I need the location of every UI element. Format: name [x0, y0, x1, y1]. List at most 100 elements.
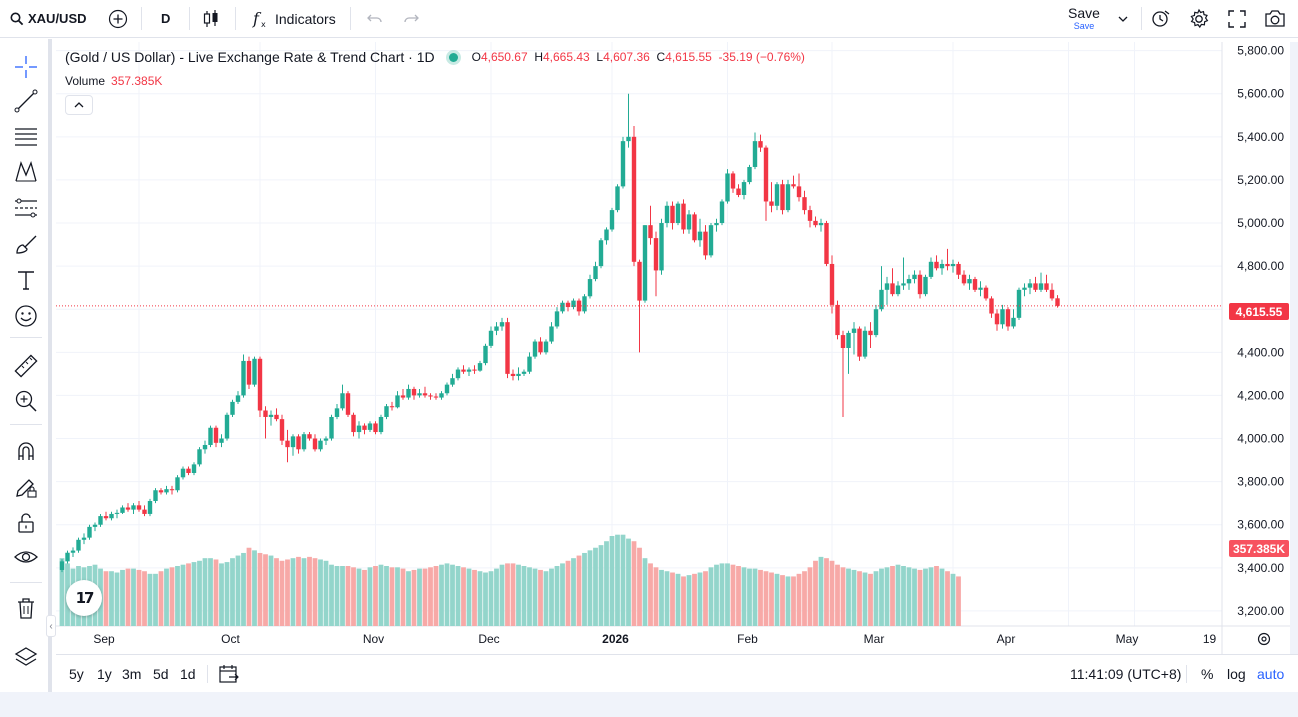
volume-bar	[318, 559, 323, 626]
camera-icon	[1265, 9, 1285, 27]
volume-bar	[670, 572, 675, 626]
candle-body	[527, 356, 532, 372]
settings-button[interactable]	[1188, 0, 1210, 37]
candle-body	[851, 328, 857, 333]
crosshair-tool[interactable]	[12, 53, 40, 81]
brush-tool[interactable]	[12, 230, 40, 258]
percent-toggle[interactable]: %	[1201, 666, 1214, 682]
candle-body	[186, 468, 191, 473]
interval-button[interactable]: D	[161, 11, 171, 26]
trend-line-tool[interactable]	[12, 87, 40, 115]
compare-button[interactable]	[108, 0, 128, 37]
volume-bar	[835, 564, 840, 626]
candle-body	[65, 552, 70, 562]
range-5y[interactable]: 5y	[69, 666, 84, 682]
volume-bar	[868, 573, 873, 626]
volume-bar	[329, 564, 334, 626]
crosshair-icon	[15, 56, 37, 78]
goto-date-button[interactable]	[218, 655, 240, 693]
candle-body	[752, 141, 758, 167]
candle-body	[279, 419, 285, 441]
projection-tool[interactable]	[12, 194, 40, 222]
scroll-left-button[interactable]: ‹	[46, 615, 56, 637]
candle-body	[719, 201, 725, 224]
candle-body	[730, 173, 736, 189]
candle-body	[252, 358, 257, 385]
log-toggle[interactable]: log	[1227, 666, 1246, 682]
volume-bar	[367, 567, 373, 626]
collapse-legend-button[interactable]	[65, 95, 93, 115]
snapshot-button[interactable]	[1263, 0, 1287, 37]
candle-body	[917, 274, 923, 295]
range-1d[interactable]: 1d	[180, 666, 196, 682]
axis-settings-icon	[1257, 632, 1271, 646]
volume-bar	[400, 568, 406, 626]
axis-settings-icon	[1261, 636, 1267, 642]
symbol-search[interactable]: XAU/USD	[10, 0, 87, 37]
volume-bar	[598, 545, 604, 626]
object-tree-tool[interactable]	[12, 643, 40, 671]
text-tool[interactable]	[12, 266, 40, 294]
emoji-tool[interactable]	[12, 302, 40, 330]
measure-tool[interactable]	[12, 352, 40, 380]
xabcd-pattern-icon	[15, 161, 37, 182]
save-menu-button[interactable]	[1118, 0, 1128, 37]
zoom-tool[interactable]	[12, 387, 40, 415]
volume-bar	[180, 564, 186, 626]
volume-bar	[241, 552, 246, 626]
candle-body	[472, 369, 477, 371]
search-icon	[10, 12, 24, 25]
candle-body	[230, 401, 235, 415]
candle-body	[659, 223, 664, 271]
candle-body	[521, 371, 527, 374]
candle-body	[378, 416, 384, 433]
hide-drawings-tool[interactable]	[12, 543, 40, 571]
candle-body	[351, 414, 356, 433]
volume-bar	[873, 571, 879, 626]
volume-bar	[642, 558, 648, 626]
time-axis-label: Sep	[93, 632, 115, 646]
undo-button[interactable]	[366, 0, 384, 37]
candle-body	[373, 423, 378, 433]
pattern-tool[interactable]	[12, 158, 40, 186]
redo-button[interactable]	[402, 0, 420, 37]
fullscreen-button[interactable]	[1227, 0, 1247, 37]
volume-bar	[813, 560, 818, 626]
tradingview-logo[interactable]: 17	[66, 580, 102, 616]
candle-body	[994, 313, 1000, 325]
volume-bar	[499, 564, 505, 626]
candle-body	[114, 512, 120, 514]
lock-all-tool[interactable]	[12, 509, 40, 537]
volume-bar	[494, 568, 499, 626]
lock-drawing-tool[interactable]	[12, 473, 40, 501]
chart-type-button[interactable]	[202, 0, 220, 37]
volume-bar	[235, 555, 241, 626]
price-chart[interactable]: 5,800.00 5,600.00 5,400.00 5,200.00 5,000.00…	[56, 42, 1290, 654]
volume-bar	[230, 558, 235, 626]
range-3m[interactable]: 3m	[122, 666, 142, 682]
range-5d[interactable]: 5d	[153, 666, 169, 682]
candle-body	[312, 438, 318, 450]
fib-tool[interactable]	[12, 123, 40, 151]
clock-timezone[interactable]: 11:41:09 (UTC+8)	[1070, 666, 1182, 682]
volume-bar	[719, 563, 725, 626]
candle-body	[549, 326, 554, 342]
auto-toggle[interactable]: auto	[1257, 666, 1285, 682]
candle-body	[131, 505, 136, 510]
range-1y[interactable]: 1y	[97, 666, 112, 682]
candle-body	[626, 136, 631, 142]
volume-bar	[422, 568, 428, 626]
volume-bar	[351, 567, 356, 626]
candle-body	[191, 464, 197, 473]
candle-body	[642, 225, 648, 301]
candle-body	[169, 489, 175, 491]
undo-icon	[367, 14, 382, 22]
candle-body	[983, 287, 989, 299]
remove-drawings-tool[interactable]	[12, 594, 40, 622]
magnet-tool[interactable]	[12, 437, 40, 465]
volume-bar	[604, 541, 609, 626]
candle-body	[670, 205, 675, 224]
alert-button[interactable]	[1150, 0, 1172, 37]
save-button[interactable]: Save Save	[1064, 5, 1104, 31]
